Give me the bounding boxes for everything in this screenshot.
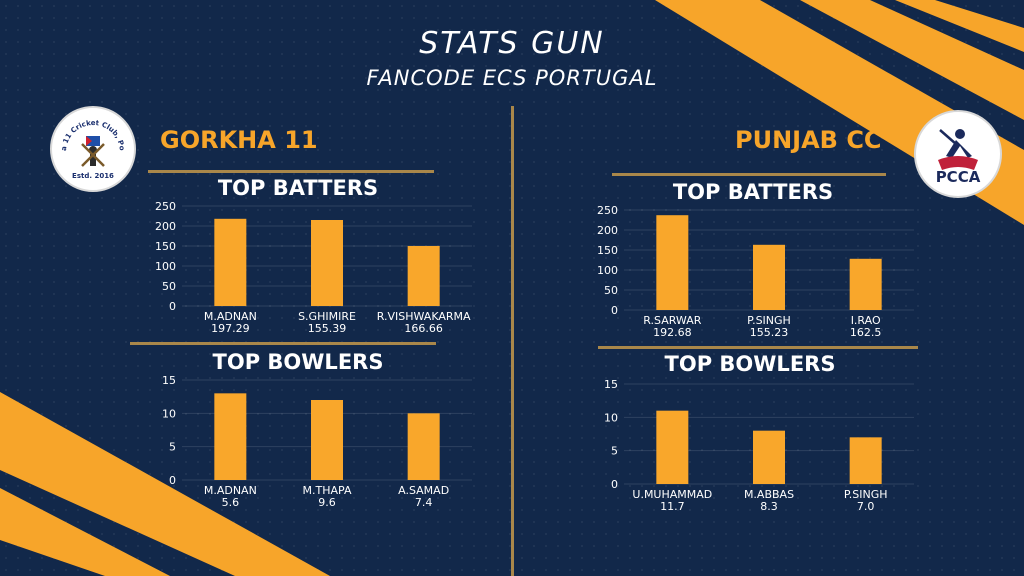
bar [849,437,882,484]
chart-left-batters: 0 50 100 150 200 250 M.ADNAN 197.29 S.GHIMIRE 155… [150,198,472,338]
x-category-value: 9.6 [318,496,336,509]
chart-right-bowlers: 0 5 10 15 U.MUHAMMAD 11.7 M.ABBAS 8.3 P.SINGH 7.0 [592,376,914,516]
logo-text: PCCA [936,168,981,186]
bar [214,218,247,306]
x-category-value: 5.6 [222,496,240,509]
x-category-value: 155.23 [750,326,789,339]
section-divider-right [598,346,918,349]
x-category-value: 11.7 [660,500,685,513]
x-category-label: M.THAPA [303,484,352,497]
y-tick-label: 250 [155,200,176,213]
bar [753,244,785,310]
y-tick-label: 15 [162,374,176,387]
x-category-label: U.MUHAMMAD [632,488,712,501]
bar [311,220,343,306]
chart-right-batters: 0 50 100 150 200 250 R.SARWAR 192.68 P.SINGH 155.… [592,202,914,342]
team-name-left: GORKHA 11 [160,126,318,154]
bar [407,246,440,306]
x-category-label: R.VISHWAKARMA [377,310,471,323]
x-category-value: 197.29 [211,322,250,335]
y-tick-label: 100 [155,260,176,273]
y-tick-label: 0 [169,474,176,487]
team-underline-right [612,173,886,176]
bar [214,393,247,480]
x-category-label: M.ADNAN [204,484,257,497]
logo-bottom-text: Estd. 2016 [72,172,114,180]
section-divider-left [130,342,436,345]
y-tick-label: 150 [597,244,618,257]
x-category-label: A.SAMAD [398,484,449,497]
chart-left-bowlers: 0 5 10 15 M.ADNAN 5.6 M.THAPA 9.6 A.SAMAD 7.4 [150,372,472,512]
bar [407,413,440,480]
x-category-label: P.SINGH [747,314,791,327]
x-category-value: 166.66 [404,322,443,335]
bar [753,430,785,484]
y-tick-label: 200 [155,220,176,233]
bar [849,258,882,310]
y-tick-label: 200 [597,224,618,237]
y-tick-label: 15 [604,378,618,391]
chart-title-right-bowlers: TOP BOWLERS [664,352,836,376]
x-category-label: R.SARWAR [643,314,701,327]
y-tick-label: 100 [597,264,618,277]
y-tick-label: 0 [169,300,176,313]
bar [656,410,689,484]
y-tick-label: 150 [155,240,176,253]
x-category-label: I.RAO [851,314,881,327]
x-category-value: 192.68 [653,326,692,339]
y-tick-label: 0 [611,304,618,317]
y-tick-label: 250 [597,204,618,217]
x-category-label: P.SINGH [844,488,888,501]
y-tick-label: 50 [604,284,618,297]
gorkha-11-logo-icon: Gorkha 11 Cricket Club, Portugal Estd. 2… [50,106,136,192]
y-tick-label: 5 [611,445,618,458]
page-title: STATS GUN [419,26,605,61]
team-name-right: PUNJAB CC [735,126,882,154]
y-tick-label: 10 [162,407,176,420]
x-category-label: M.ABBAS [744,488,794,501]
bar [656,215,689,310]
y-tick-label: 10 [604,411,618,424]
team-underline-left [148,170,434,173]
x-category-label: S.GHIMIRE [298,310,356,323]
y-tick-label: 50 [162,280,176,293]
x-category-label: M.ADNAN [204,310,257,323]
x-category-value: 7.4 [415,496,433,509]
x-category-value: 8.3 [760,500,778,513]
chart-title-left-batters: TOP BATTERS [217,176,379,200]
center-divider [511,106,514,576]
x-category-value: 7.0 [857,500,875,513]
y-tick-label: 0 [611,478,618,491]
x-category-value: 162.5 [850,326,882,339]
x-category-value: 155.39 [308,322,347,335]
page-subtitle: FANCODE ECS PORTUGAL [366,66,658,90]
pcca-logo-icon: PCCA [914,110,1002,198]
bar [311,400,343,480]
y-tick-label: 5 [169,441,176,454]
chart-title-left-bowlers: TOP BOWLERS [212,350,384,374]
chart-title-right-batters: TOP BATTERS [672,180,834,204]
